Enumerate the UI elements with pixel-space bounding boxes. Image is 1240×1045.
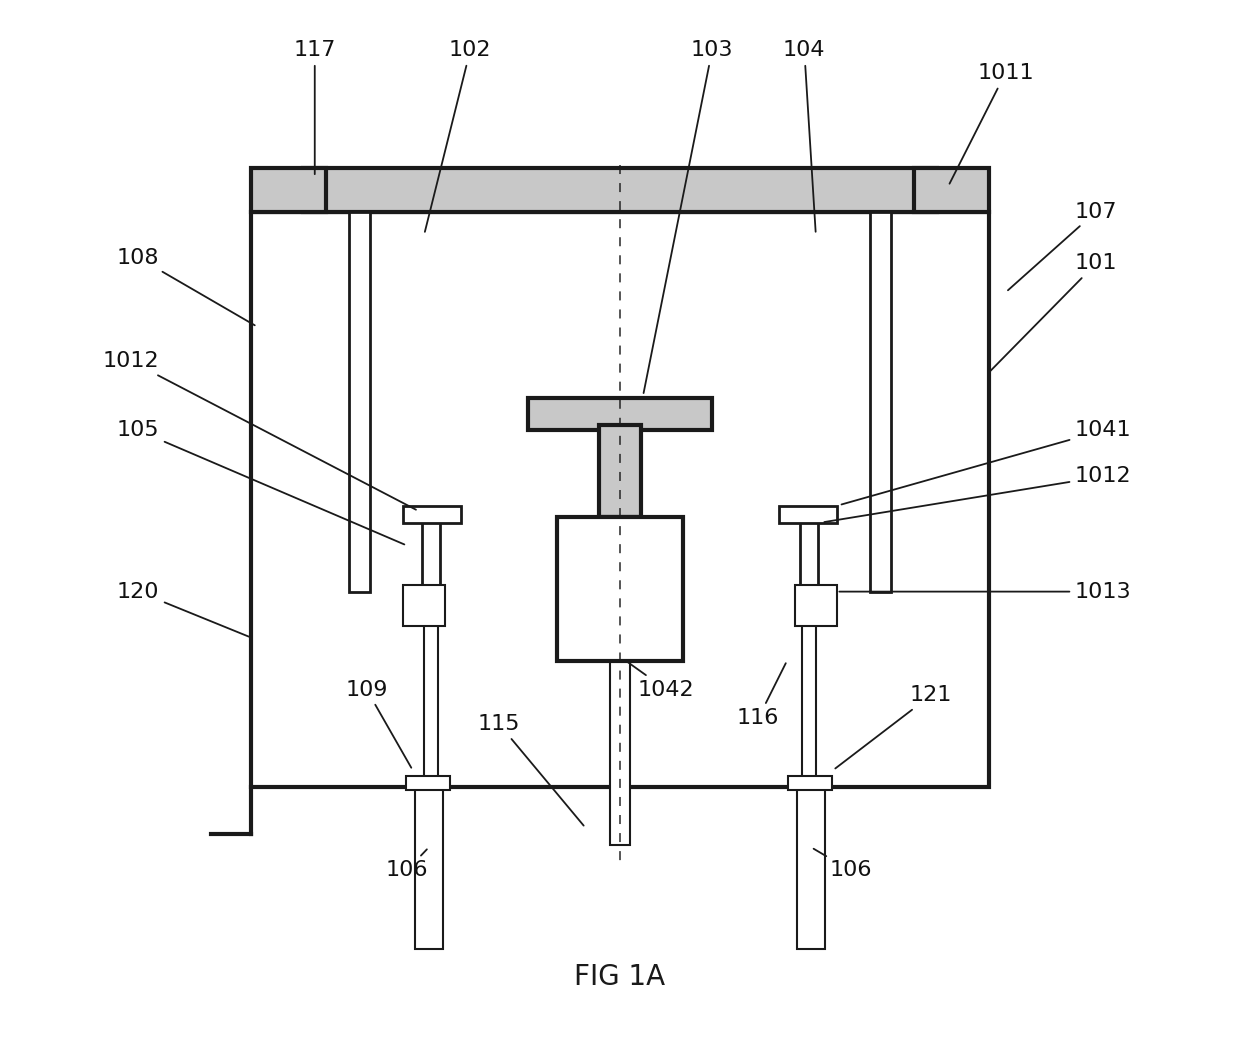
Bar [779, 507, 837, 522]
Text: 115: 115 [477, 714, 584, 826]
Bar [304, 168, 936, 211]
Bar [424, 614, 438, 788]
Text: 1012: 1012 [825, 466, 1132, 522]
Text: 105: 105 [117, 420, 404, 544]
Text: FIG 1A: FIG 1A [574, 963, 666, 992]
Bar [252, 211, 988, 788]
Bar [610, 655, 630, 845]
Bar [802, 614, 816, 788]
Text: 1042: 1042 [627, 663, 694, 699]
Text: 108: 108 [117, 248, 254, 325]
Text: 106: 106 [813, 849, 872, 880]
Bar [350, 211, 370, 591]
Bar [422, 511, 440, 614]
Text: 121: 121 [836, 686, 952, 768]
Text: 120: 120 [117, 582, 249, 636]
Text: 1041: 1041 [842, 420, 1132, 505]
Text: 116: 116 [737, 664, 786, 728]
Text: 102: 102 [425, 41, 491, 232]
Text: 107: 107 [1008, 202, 1117, 291]
Text: 1012: 1012 [103, 351, 415, 510]
Bar [914, 168, 988, 211]
Bar [800, 511, 818, 614]
Bar [599, 424, 641, 516]
Bar [403, 585, 445, 626]
Bar [797, 782, 825, 949]
Text: 106: 106 [386, 850, 428, 880]
Bar [795, 585, 837, 626]
Bar [789, 775, 832, 790]
Text: 109: 109 [346, 679, 412, 768]
Bar [252, 168, 326, 211]
Text: 117: 117 [294, 41, 336, 175]
Text: 1011: 1011 [950, 64, 1034, 184]
Text: 104: 104 [782, 41, 826, 232]
Bar [403, 507, 461, 522]
Text: 1013: 1013 [839, 582, 1132, 602]
Text: 101: 101 [991, 253, 1117, 371]
Bar [415, 782, 443, 949]
Bar [557, 516, 683, 660]
Bar [870, 211, 890, 591]
Bar [405, 775, 450, 790]
Bar [528, 398, 712, 431]
Text: 103: 103 [644, 41, 733, 393]
